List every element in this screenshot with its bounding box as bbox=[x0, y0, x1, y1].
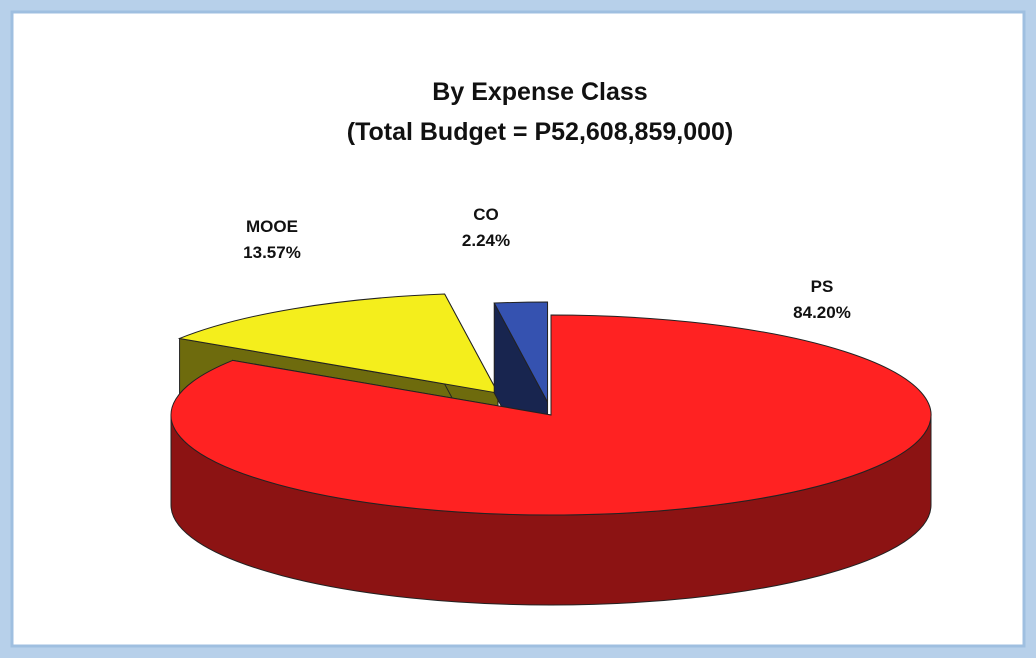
slice bbox=[170, 314, 932, 606]
chart-title: By Expense Class bbox=[432, 78, 647, 106]
slice-label-value: 2.24% bbox=[462, 231, 510, 250]
slice-top bbox=[493, 301, 549, 403]
slice-label-name: PS bbox=[811, 277, 834, 296]
chart-subtitle: (Total Budget = P52,608,859,000) bbox=[347, 118, 734, 146]
slice-label-name: CO bbox=[473, 205, 499, 224]
slice-label-value: 84.20% bbox=[793, 303, 851, 322]
slice-top bbox=[177, 293, 499, 394]
slice-label-value: 13.57% bbox=[243, 243, 301, 262]
slice-label-name: MOOE bbox=[246, 217, 298, 236]
slice-top bbox=[170, 314, 932, 516]
